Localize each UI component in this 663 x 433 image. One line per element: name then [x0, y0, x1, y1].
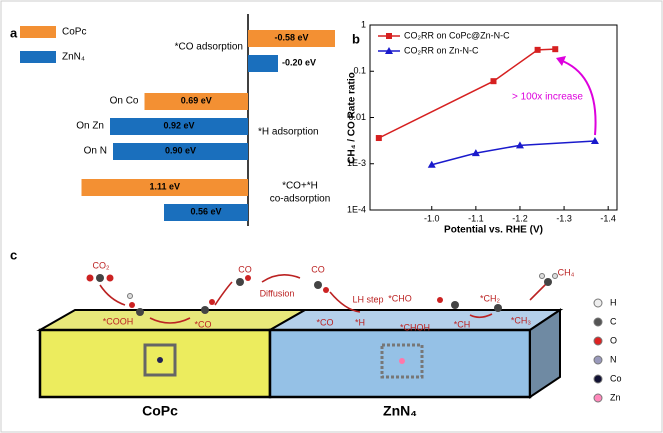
legend-swatch: [20, 26, 56, 38]
marker: [427, 160, 436, 168]
reaction-label: *H: [355, 317, 365, 327]
atom-label: N: [610, 354, 617, 364]
marker: [515, 141, 524, 149]
row-label: On N: [84, 146, 107, 157]
bar: [110, 118, 248, 135]
marker: [490, 78, 497, 85]
annotation: > 100x increase: [512, 92, 583, 103]
value-label: -0.20 eV: [282, 57, 316, 67]
series-line: [378, 48, 556, 139]
series-line: [431, 140, 595, 166]
bar: [248, 30, 335, 47]
reaction-label: CH₄: [558, 267, 575, 277]
atom-label: Co: [610, 373, 622, 383]
reaction-label: CO: [238, 264, 252, 274]
reaction-label: *CH: [454, 319, 471, 329]
reaction-label: *CH₂: [480, 293, 501, 303]
row-label: On Zn: [76, 121, 104, 132]
bar: [248, 55, 278, 72]
atom-swatch: [593, 374, 603, 384]
value-label: 0.56 eV: [190, 206, 221, 216]
increase-arrow: [559, 59, 597, 136]
reaction-label: CO₂: [93, 260, 111, 270]
reaction-arrows: [99, 274, 549, 324]
group-label: *H adsorption: [258, 127, 319, 138]
reaction-label: CO: [311, 264, 325, 274]
legend-marker: [386, 33, 392, 39]
reaction-label: LH step: [352, 294, 383, 304]
legend-label: CO₂RR on Zn-N-C: [404, 45, 479, 55]
value-label: 0.92 eV: [163, 120, 194, 130]
x-axis-label: Potential vs. RHE (V): [444, 225, 543, 236]
zn-block: [268, 328, 532, 399]
bar: [81, 179, 248, 196]
atom-swatch: [593, 298, 603, 308]
panel-label: b: [352, 31, 360, 46]
atom-swatch: [593, 336, 603, 346]
x-tick-label: -1.4: [600, 213, 616, 223]
copc-molecule: [143, 343, 177, 377]
copc-block: [38, 328, 272, 399]
value-label: 0.90 eV: [165, 145, 196, 155]
legend-marker: [385, 47, 393, 54]
copc-top: [36, 309, 309, 331]
y-tick-label: 1: [361, 19, 366, 29]
substrate-label: CoPc: [142, 403, 178, 419]
x-tick-label: -1.3: [556, 213, 572, 223]
reaction-label: *CO: [316, 317, 333, 327]
legend-swatch: [20, 51, 56, 63]
legend-label: CoPc: [62, 27, 86, 38]
marker: [375, 135, 382, 142]
legend-label: CO₂RR on CoPc@Zn-N-C: [404, 30, 510, 40]
marker: [534, 46, 541, 53]
group-label: co-adsorption: [270, 194, 331, 205]
reaction-label: Diffusion: [260, 288, 295, 298]
substrate-label: ZnN₄: [383, 403, 417, 419]
panel-label: c: [10, 247, 17, 262]
bar: [113, 143, 248, 160]
atom-label: H: [610, 297, 617, 307]
atom-swatch: [593, 393, 603, 403]
marker: [471, 149, 480, 157]
group-label: *CO+*H: [282, 181, 318, 192]
reaction-label: *CH₃: [511, 315, 532, 325]
marker: [552, 46, 559, 53]
y-axis-label: CH₄ / CO Rate ratio: [347, 72, 358, 163]
atom-swatch: [593, 355, 603, 365]
atom-label: Zn: [610, 392, 621, 402]
reaction-label: *COOH: [103, 316, 134, 326]
atom-label: C: [610, 316, 617, 326]
panel-label: a: [10, 25, 18, 40]
reaction-label: *CHO: [388, 293, 412, 303]
atom-swatch: [593, 317, 603, 327]
legend-label: ZnN₄: [62, 52, 85, 63]
reaction-label: *CHOH: [400, 322, 430, 332]
marker: [590, 137, 599, 145]
zn-lattice: [380, 343, 424, 379]
y-tick-label: 1E-3: [347, 158, 366, 168]
x-tick-label: -1.0: [424, 213, 440, 223]
increase-arrowhead: [556, 56, 566, 66]
reaction-label: *CO: [194, 319, 211, 329]
atom-label: O: [610, 335, 617, 345]
x-tick-label: -1.1: [468, 213, 484, 223]
y-tick-label: 1E-4: [347, 204, 366, 214]
value-label: 0.69 eV: [181, 95, 212, 105]
row-label: On Co: [110, 96, 139, 107]
y-tick-label: 0.1: [353, 66, 366, 76]
x-tick-label: -1.2: [512, 213, 528, 223]
bar: [164, 204, 248, 221]
zn-side: [529, 308, 561, 399]
value-label: -0.58 eV: [274, 32, 308, 42]
bar: [144, 93, 248, 110]
y-tick-label: 0.01: [348, 112, 366, 122]
value-label: 1.11 eV: [149, 181, 180, 191]
molecules: [86, 273, 558, 316]
group-label: *CO adsorption: [175, 42, 243, 53]
